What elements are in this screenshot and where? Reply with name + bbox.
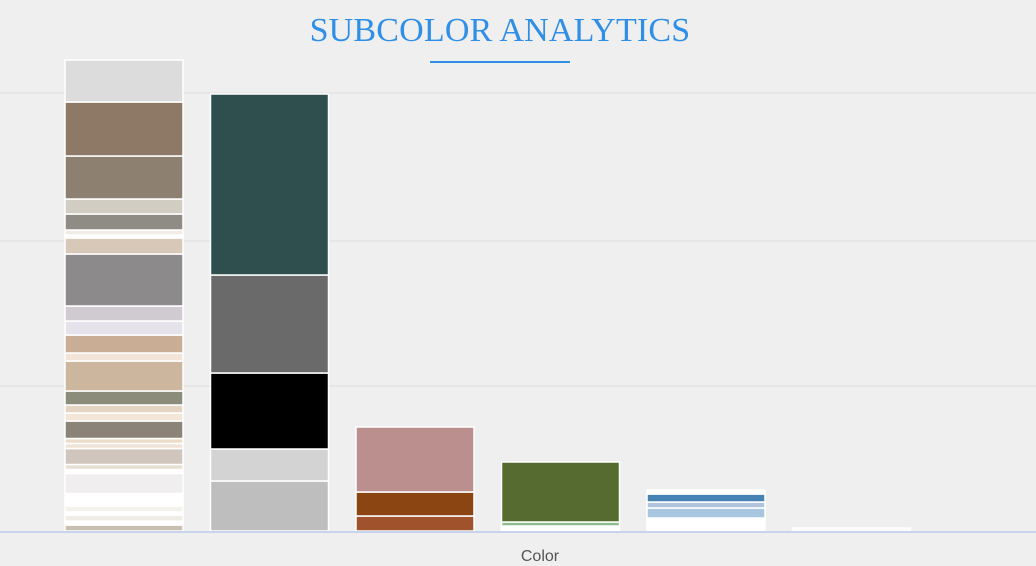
bar-segment[interactable] bbox=[646, 501, 766, 509]
bar-2[interactable] bbox=[209, 93, 330, 532]
stacked-bar-chart bbox=[0, 59, 1036, 533]
bar-6[interactable] bbox=[791, 527, 912, 532]
bar-segment[interactable] bbox=[209, 372, 330, 450]
bar-segment[interactable] bbox=[646, 489, 766, 495]
bar-segment[interactable] bbox=[355, 515, 475, 532]
bar-segment[interactable] bbox=[64, 155, 184, 200]
bar-segment[interactable] bbox=[64, 505, 184, 513]
bar-segment[interactable] bbox=[64, 59, 184, 103]
bar-5[interactable] bbox=[646, 489, 766, 532]
bar-segment[interactable] bbox=[64, 447, 184, 466]
bar-segment[interactable] bbox=[64, 404, 184, 414]
bar-segment[interactable] bbox=[64, 101, 184, 157]
bar-segment[interactable] bbox=[64, 524, 184, 532]
bar-segment[interactable] bbox=[209, 480, 330, 532]
bar-segment[interactable] bbox=[64, 198, 184, 215]
bar-segment[interactable] bbox=[500, 461, 621, 523]
bar-1[interactable] bbox=[64, 59, 184, 532]
bar-segment[interactable] bbox=[64, 237, 184, 255]
bar-segment[interactable] bbox=[209, 93, 330, 276]
bar-segment[interactable] bbox=[64, 320, 184, 336]
bar-segment[interactable] bbox=[64, 305, 184, 322]
chart-title: SUBCOLOR ANALYTICS bbox=[309, 12, 691, 49]
bar-segment[interactable] bbox=[64, 390, 184, 406]
bar-segment[interactable] bbox=[64, 492, 184, 507]
title-underline bbox=[430, 61, 570, 63]
bar-segment[interactable] bbox=[791, 527, 912, 532]
bar-segment[interactable] bbox=[209, 274, 330, 374]
bar-4[interactable] bbox=[500, 461, 621, 532]
bar-segment[interactable] bbox=[209, 448, 330, 482]
bar-segment[interactable] bbox=[64, 352, 184, 362]
bar-segment[interactable] bbox=[64, 360, 184, 392]
bar-segment[interactable] bbox=[64, 472, 184, 495]
bar-segment[interactable] bbox=[646, 517, 766, 532]
bar-segment[interactable] bbox=[64, 514, 184, 522]
bar-segment[interactable] bbox=[64, 213, 184, 231]
bar-segment[interactable] bbox=[64, 334, 184, 354]
x-axis-label: Color bbox=[520, 548, 560, 565]
bar-segment[interactable] bbox=[646, 507, 766, 519]
bar-3[interactable] bbox=[355, 426, 475, 532]
bar-segment[interactable] bbox=[646, 493, 766, 503]
bar-segment[interactable] bbox=[355, 491, 475, 517]
bars-group bbox=[64, 59, 912, 532]
bar-segment[interactable] bbox=[355, 426, 475, 493]
bar-segment[interactable] bbox=[64, 253, 184, 307]
bar-segment[interactable] bbox=[64, 412, 184, 422]
bar-segment[interactable] bbox=[64, 420, 184, 440]
